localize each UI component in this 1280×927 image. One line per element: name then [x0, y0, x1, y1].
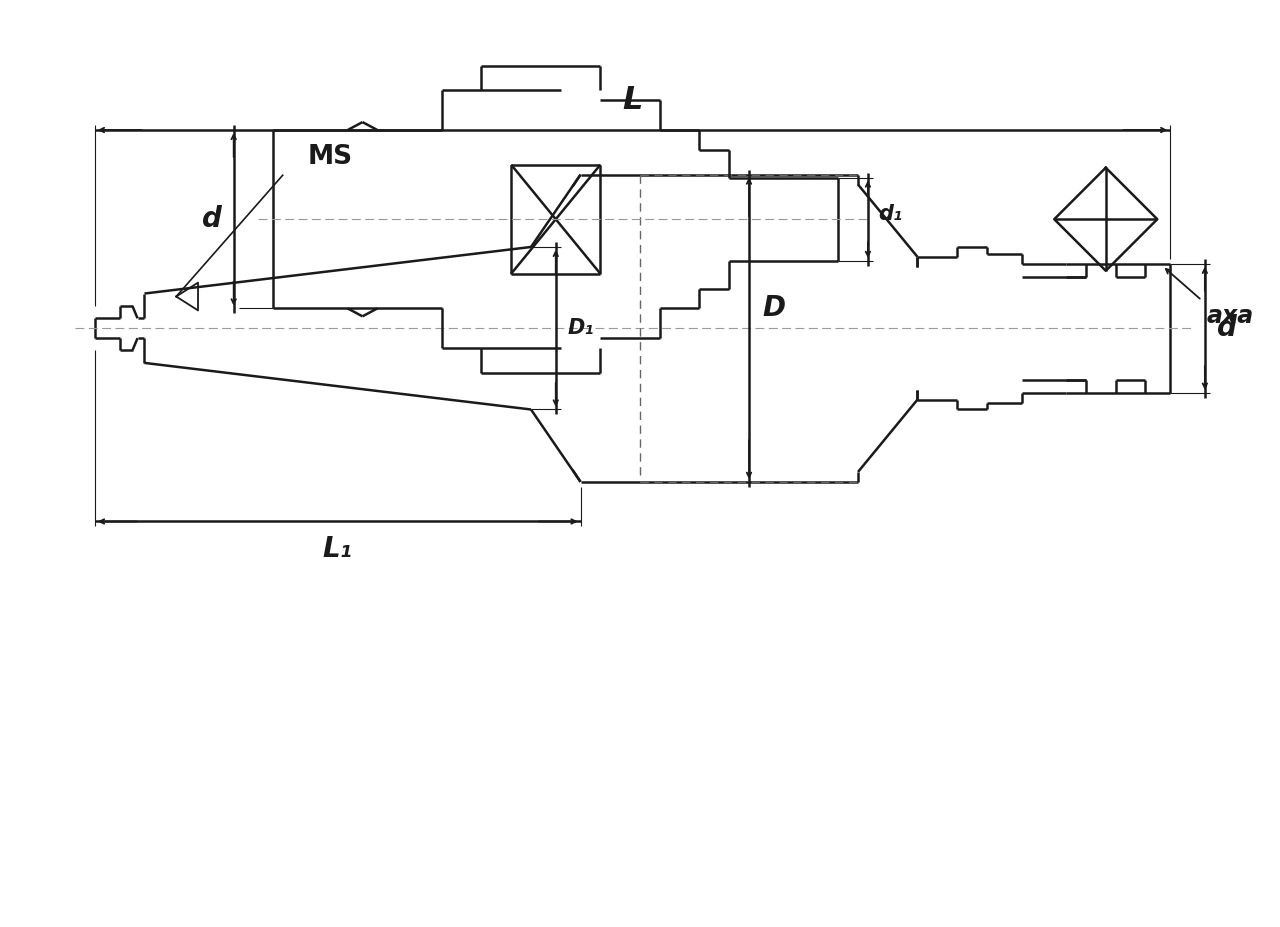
- Text: d₁: d₁: [878, 204, 902, 224]
- Text: axa: axa: [1207, 304, 1254, 328]
- Text: d: d: [202, 205, 221, 234]
- Text: L₁: L₁: [323, 536, 352, 564]
- Text: d: d: [1217, 314, 1236, 342]
- Text: MS: MS: [308, 144, 353, 170]
- Text: D: D: [763, 295, 786, 323]
- Text: D₁: D₁: [567, 318, 594, 338]
- Text: L: L: [622, 85, 643, 116]
